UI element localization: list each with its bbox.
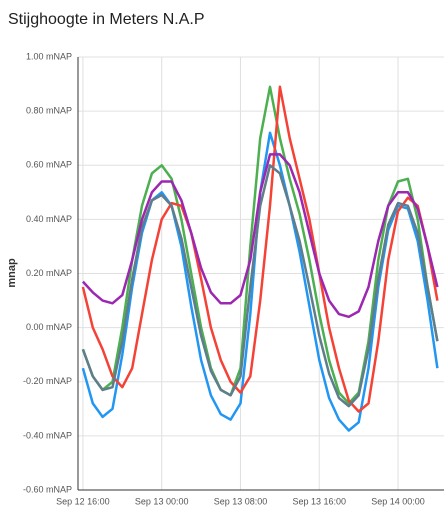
x-tick-label: Sep 13 00:00 bbox=[135, 496, 189, 506]
x-tick-label: Sep 13 16:00 bbox=[292, 496, 346, 506]
x-tick-label: Sep 14 00:00 bbox=[371, 496, 425, 506]
x-tick-label: Sep 12 16:00 bbox=[56, 496, 110, 506]
y-tick-label: -0.40 mNAP bbox=[23, 430, 72, 440]
y-axis-label: mnap bbox=[6, 258, 18, 288]
y-tick-label: 0.20 mNAP bbox=[26, 268, 72, 278]
y-tick-label: 1.00 mNAP bbox=[26, 51, 72, 61]
x-tick-label: Sep 13 08:00 bbox=[214, 496, 268, 506]
series-line bbox=[81, 153, 439, 319]
y-tick-label: -0.60 mNAP bbox=[23, 484, 72, 494]
series-line bbox=[81, 164, 439, 408]
y-tick-label: 0.40 mNAP bbox=[26, 214, 72, 224]
series-line bbox=[81, 85, 439, 413]
y-tick-label: -0.20 mNAP bbox=[23, 376, 72, 386]
series-line bbox=[81, 85, 439, 405]
y-tick-label: 0.00 mNAP bbox=[26, 322, 72, 332]
y-tick-label: 0.60 mNAP bbox=[26, 160, 72, 170]
y-tick-label: 0.80 mNAP bbox=[26, 106, 72, 116]
series-line bbox=[81, 131, 439, 432]
chart-title: Stijghoogte in Meters N.A.P bbox=[8, 11, 205, 28]
